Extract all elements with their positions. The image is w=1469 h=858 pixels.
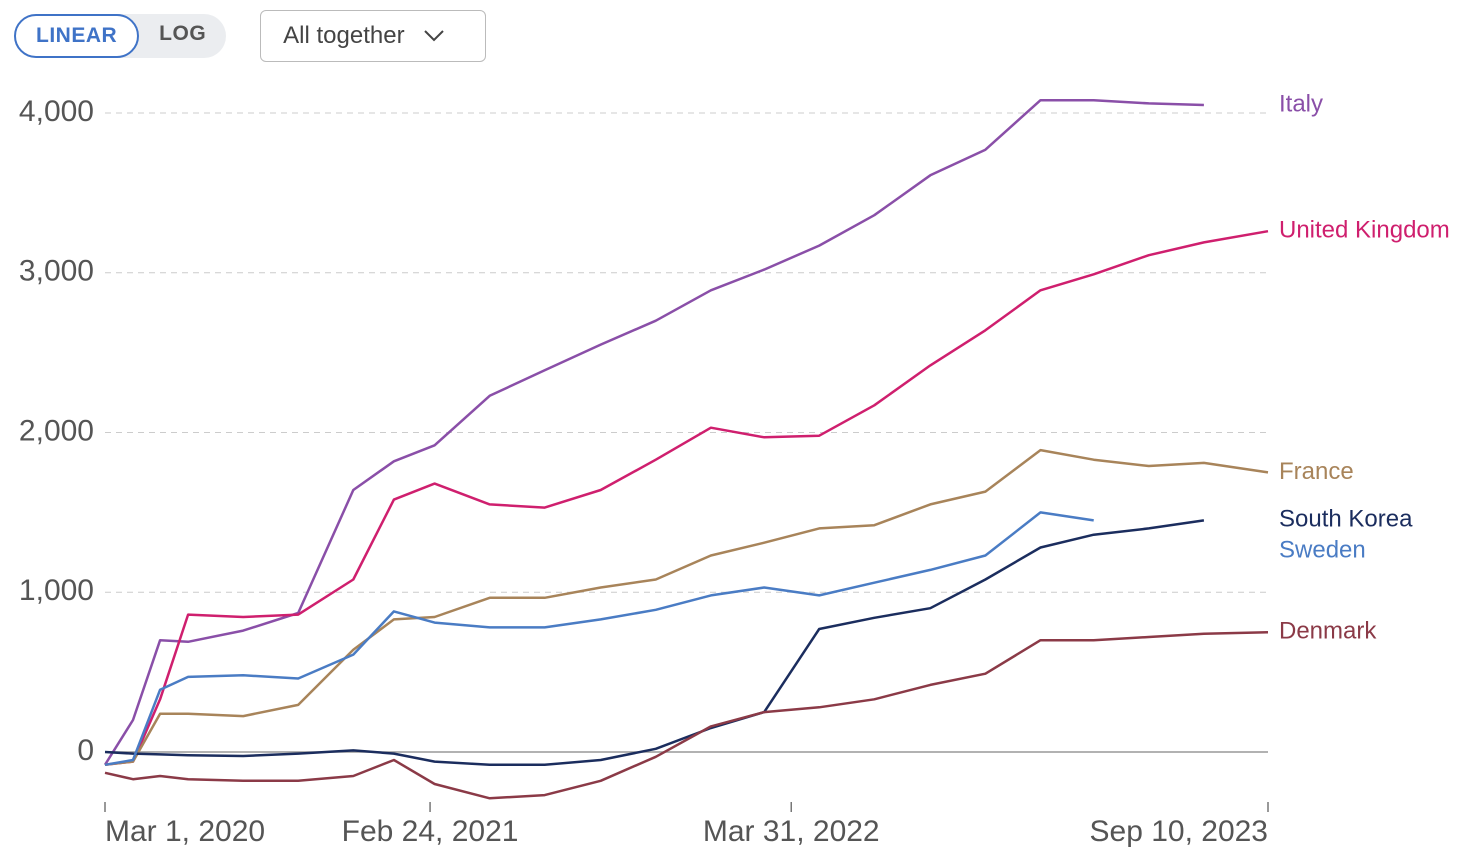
series-line xyxy=(104,448,1269,767)
series-label: South Korea xyxy=(1279,506,1413,533)
y-tick-label: 2,000 xyxy=(19,414,94,447)
y-tick-label: 4,000 xyxy=(19,95,94,128)
series-line xyxy=(104,229,1269,767)
x-tick-label: Sep 10, 2023 xyxy=(1090,815,1269,848)
series-label: France xyxy=(1279,458,1354,485)
y-tick-label: 1,000 xyxy=(19,574,94,607)
series-line xyxy=(104,511,1094,767)
y-tick-label: 0 xyxy=(77,734,94,767)
facet-dropdown[interactable]: All together xyxy=(260,10,487,62)
series-line xyxy=(104,519,1205,767)
series-label: Denmark xyxy=(1279,618,1377,645)
series-label: Sweden xyxy=(1279,537,1366,564)
dropdown-label: All together xyxy=(283,22,405,49)
scale-toggle: LINEAR LOG xyxy=(14,14,227,58)
log-button[interactable]: LOG xyxy=(159,22,207,45)
x-tick-label: Mar 31, 2022 xyxy=(703,815,880,848)
linear-button[interactable]: LINEAR xyxy=(14,14,140,58)
x-tick-label: Feb 24, 2021 xyxy=(342,815,519,848)
controls: LINEAR LOG All together xyxy=(14,10,487,62)
series-line xyxy=(104,630,1269,800)
y-tick-label: 3,000 xyxy=(19,255,94,288)
series-label: Italy xyxy=(1279,90,1323,117)
series-label: United Kingdom xyxy=(1279,217,1450,244)
series-line xyxy=(103,98,1204,766)
chevron xyxy=(423,30,444,42)
x-tick-label: Mar 1, 2020 xyxy=(105,815,265,848)
